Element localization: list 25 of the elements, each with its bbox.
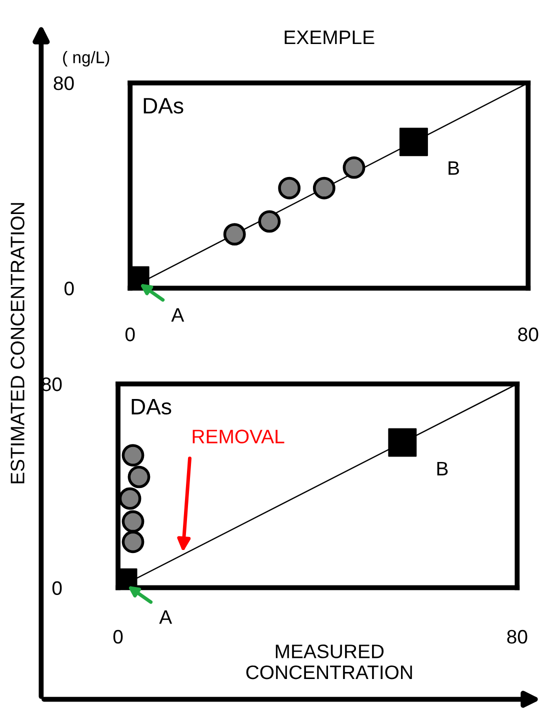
point <box>312 176 336 200</box>
point <box>128 466 150 488</box>
data-label: B <box>437 462 448 476</box>
y-axis-title: ESTIMATED CONCENTRATION <box>10 203 24 484</box>
point <box>122 510 144 533</box>
point <box>278 176 301 200</box>
data-label: A <box>171 308 184 322</box>
y-tick-label: 0 <box>52 581 62 595</box>
data-label: B <box>448 161 459 175</box>
point <box>122 444 144 466</box>
annotation: DAs <box>144 98 184 114</box>
annotation: REMOVAL <box>192 430 284 444</box>
y-tick-label: 80 <box>54 76 74 90</box>
chart-title: EXEMPLE <box>284 30 374 44</box>
point <box>122 530 144 554</box>
point <box>258 210 281 233</box>
y-axis-title: ( ng/L) <box>63 50 110 67</box>
point <box>118 487 142 510</box>
data-label: A <box>159 610 172 624</box>
x-axis-title: MEASURED CONCENTRATION <box>246 644 412 680</box>
annotation: DAs <box>132 399 172 415</box>
point <box>342 156 366 179</box>
point <box>388 428 417 457</box>
point <box>223 223 246 246</box>
point <box>399 128 428 156</box>
